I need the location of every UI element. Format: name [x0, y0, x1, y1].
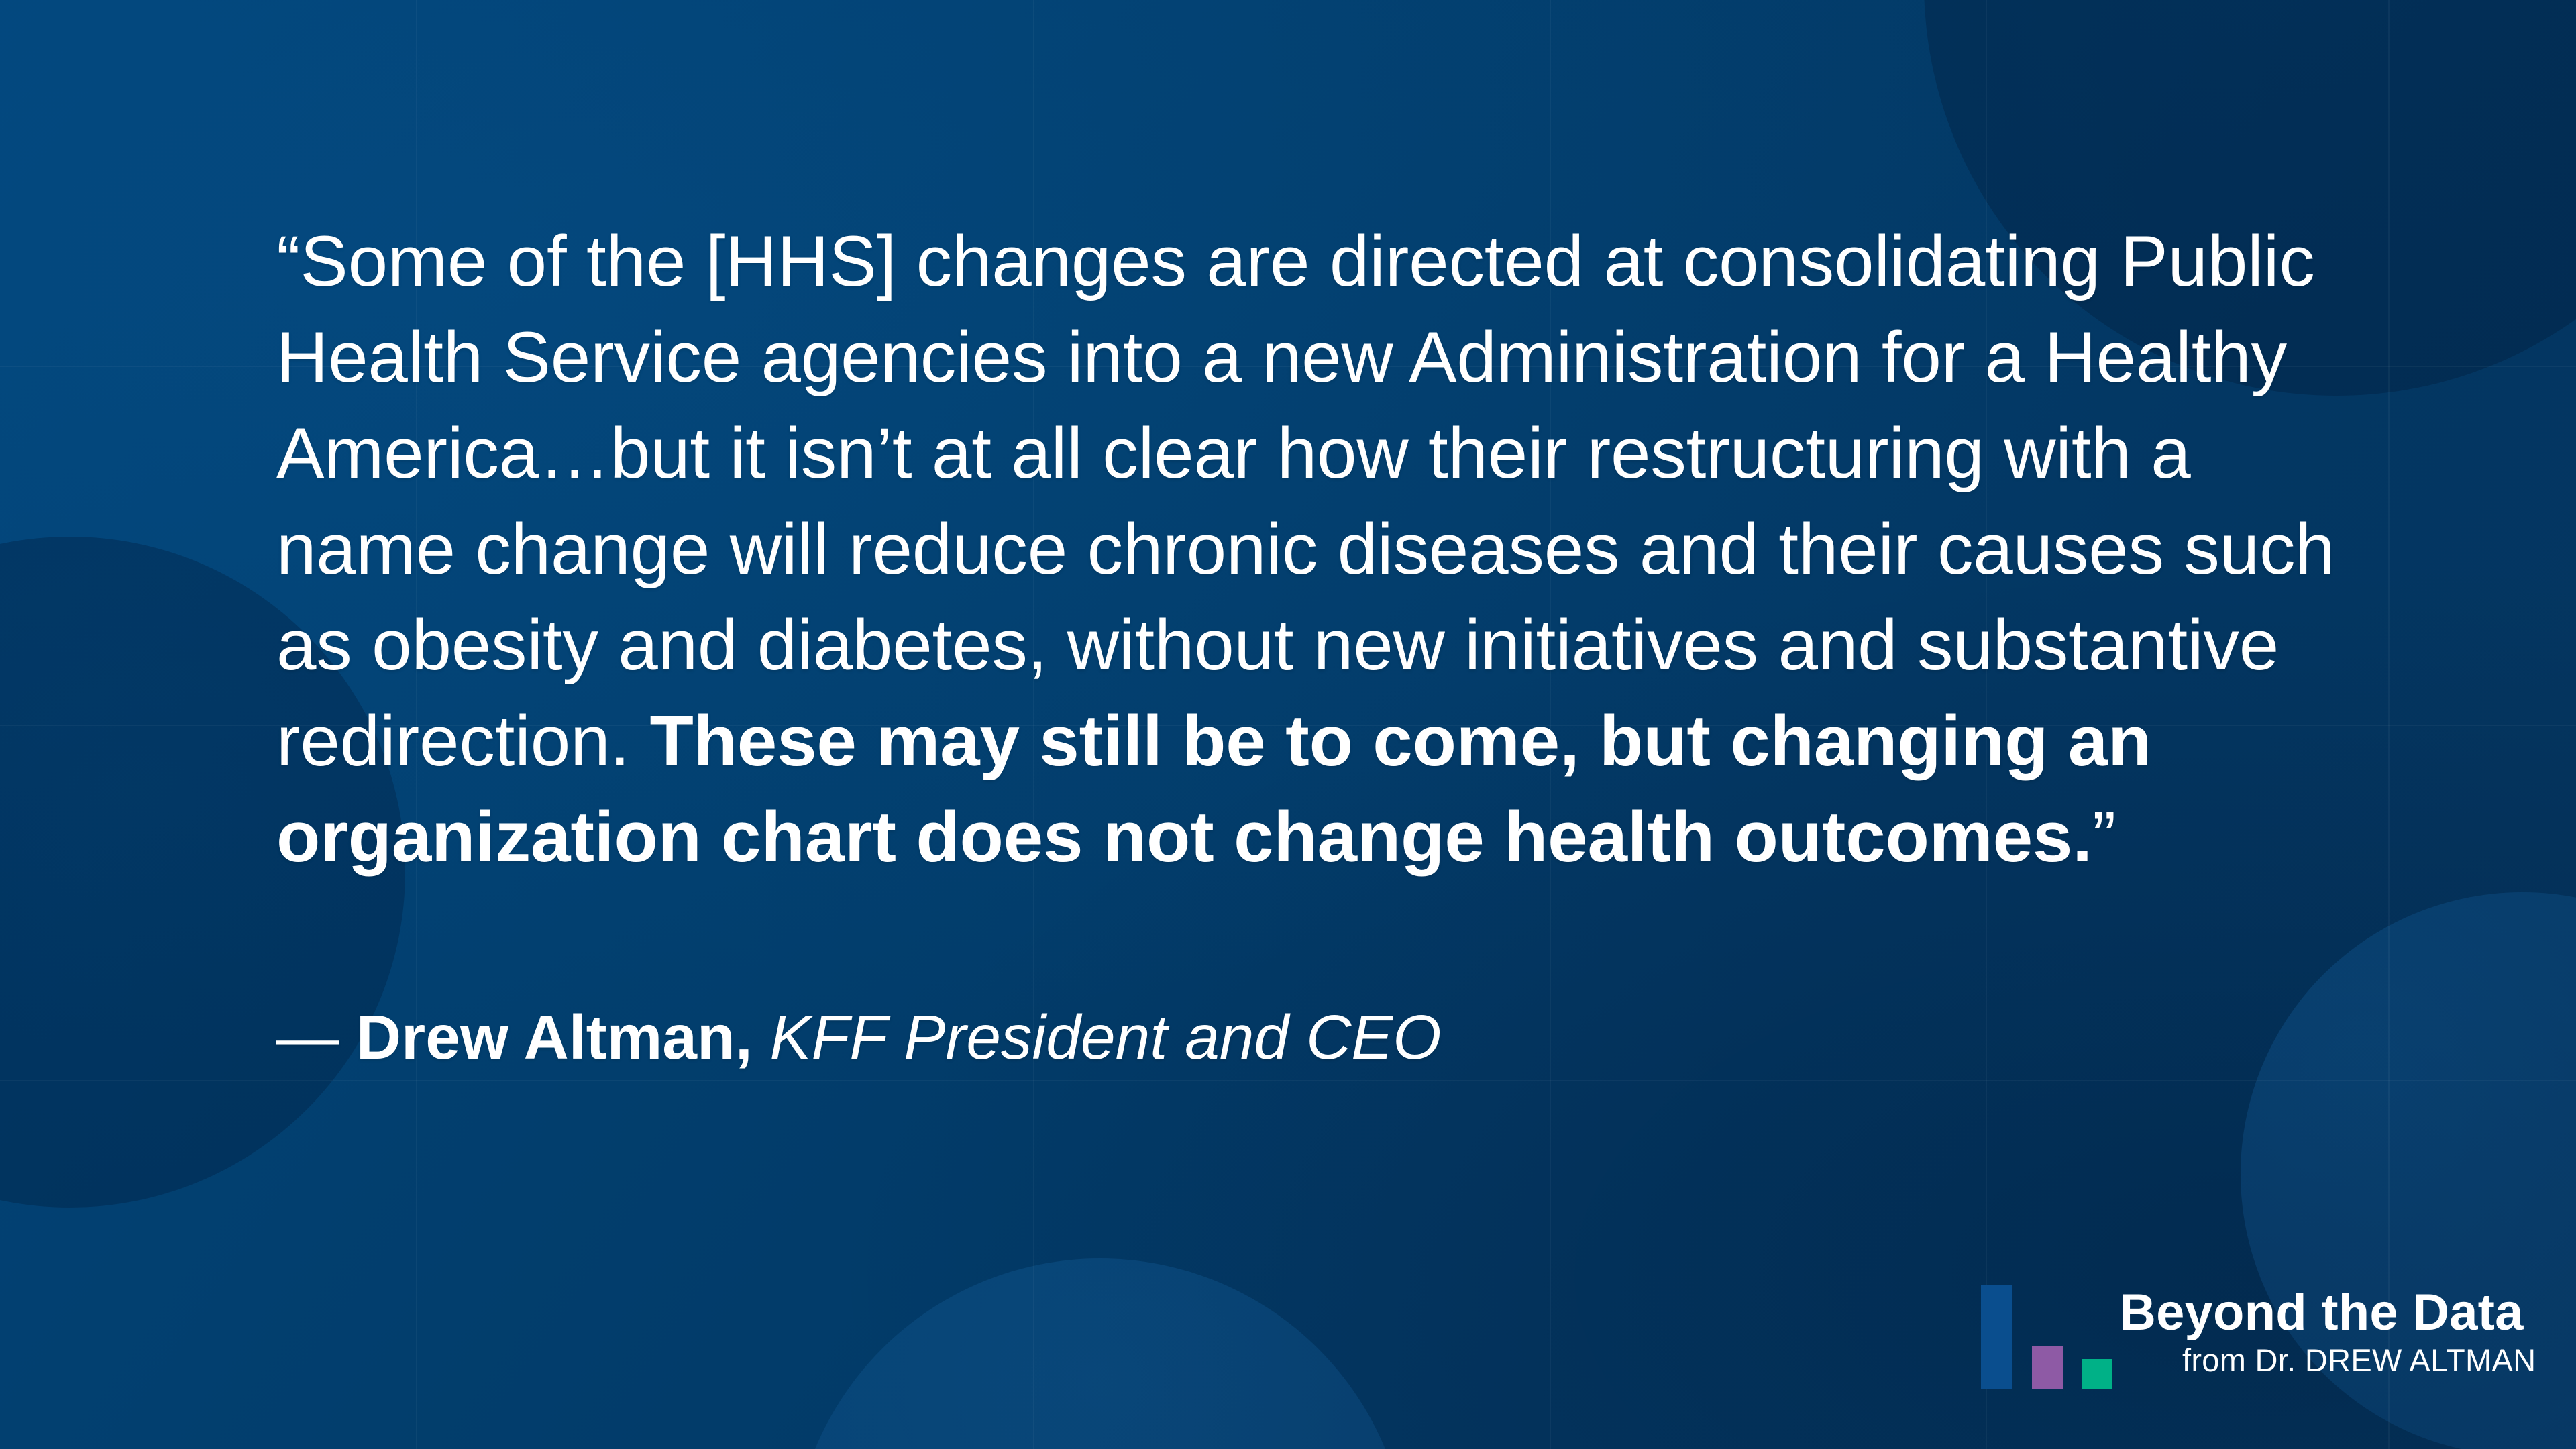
logo-bar-blue-icon: [1981, 1285, 2012, 1389]
beyond-the-data-logo: Beyond the Data from Dr. DREW ALTMAN: [1981, 1285, 2536, 1393]
attribution-name: Drew Altman: [356, 1002, 735, 1072]
pull-quote: “Some of the [HHS] changes are directed …: [276, 213, 2376, 885]
bar-chart-icon: [1981, 1285, 2112, 1389]
quote-regular-span: “Some of the [HHS] changes are directed …: [276, 221, 2335, 781]
logo-subtitle: from Dr. DREW ALTMAN: [2182, 1342, 2536, 1378]
quote-attribution: — Drew Altman, KFF President and CEO: [276, 1000, 1442, 1075]
logo-bar-green-icon: [2082, 1359, 2112, 1389]
quote-text: “Some of the [HHS] changes are directed …: [276, 213, 2376, 885]
attribution-role: KFF President and CEO: [769, 1002, 1442, 1072]
attribution-separator: [753, 1002, 770, 1072]
logo-title: Beyond the Data: [2119, 1284, 2524, 1341]
attribution-dash: —: [276, 1002, 356, 1072]
quote-bold-span: These may still be to come, but changing…: [276, 700, 2152, 877]
logo-text-group: Beyond the Data from Dr. DREW ALTMAN: [2119, 1284, 2536, 1381]
logo-bar-purple-icon: [2032, 1346, 2063, 1389]
attribution-comma: ,: [735, 1002, 753, 1072]
closing-quote-mark: ”: [2092, 796, 2116, 877]
